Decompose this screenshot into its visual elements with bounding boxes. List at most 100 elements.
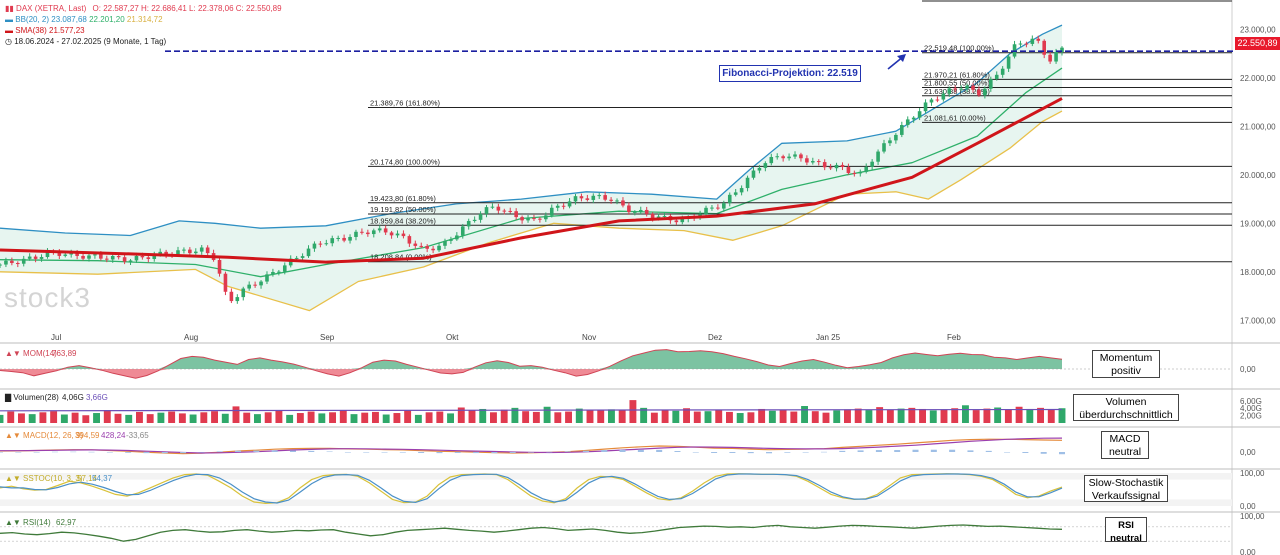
bb-upper-value: 23.087,68 [51, 15, 87, 24]
volume-bar [554, 412, 562, 423]
volume-bar [50, 411, 58, 423]
candle-body [526, 218, 530, 221]
candle-body [638, 209, 643, 212]
sma-label: SMA(38) [15, 26, 47, 35]
volume-bar [1015, 406, 1023, 423]
candle-body [496, 206, 501, 211]
y-tick-label: 19.000,00 [1240, 219, 1276, 228]
rsi-line [0, 524, 1063, 542]
candle-body [193, 251, 198, 254]
candle-body [965, 85, 969, 89]
candle-body [419, 245, 424, 247]
macd-histogram-bar [528, 452, 534, 453]
volume-bar [329, 412, 336, 423]
volume-bar [929, 410, 937, 423]
volume-bar [983, 408, 991, 423]
date-range: 18.06.2024 - 27.02.2025 (9 Monate, 1 Tag… [14, 37, 167, 46]
volume-bar [82, 415, 90, 423]
candle-body [366, 232, 370, 235]
macd-histogram-bar [161, 452, 168, 454]
candle-body [555, 205, 560, 208]
sma-value: 21.577,23 [49, 26, 85, 35]
x-tick-label: Okt [446, 333, 459, 342]
macd-histogram-bar [894, 450, 901, 452]
candle-body [389, 232, 394, 236]
candle-body [656, 216, 661, 219]
candle-body [502, 210, 507, 212]
stoch-overbought-zone [0, 473, 1232, 480]
volume-bar [854, 408, 862, 423]
volume-bar [683, 408, 690, 423]
bb-fill [0, 25, 1062, 311]
candle-body [360, 231, 364, 233]
macd-histogram-bar [656, 449, 663, 452]
legend-sma: ▬ SMA(38) 21.577,23 [5, 26, 85, 36]
candle-body [727, 194, 732, 204]
macd-histogram-bar [784, 452, 791, 453]
candle-body [1006, 56, 1011, 69]
volume-bar [876, 407, 884, 423]
candle-body [478, 213, 483, 220]
candle-body [395, 233, 400, 236]
macd-histogram-bar [33, 452, 40, 453]
candle-body [805, 158, 809, 163]
momentum-note: Momentum positiv [1092, 350, 1160, 378]
candle-body [905, 119, 910, 126]
candle-body [870, 161, 874, 167]
candle-body [704, 207, 708, 215]
candle-body [763, 163, 768, 168]
candle-body [45, 251, 50, 258]
volume-bar [254, 414, 261, 423]
volume-bar [736, 413, 744, 423]
macd-histogram-bar [747, 452, 754, 454]
volume-y-tick: 2,00G [1240, 412, 1262, 421]
macd-histogram-bar [289, 450, 296, 452]
stoch-signal-value: 54,37 [92, 474, 113, 483]
fib-level-label: 18.208,84 (0.00%) [370, 253, 432, 262]
volume-bar [425, 412, 433, 423]
volume-bar [747, 412, 755, 423]
candle-body [0, 264, 2, 266]
volume-title: ▇ Volumen(28) [4, 393, 59, 402]
volume-bar [790, 411, 798, 423]
macd-histogram-bar [271, 450, 278, 452]
rsi-title: ▲▼ RSI(14) [5, 518, 51, 527]
candle-body [597, 195, 602, 197]
candle-body [787, 156, 791, 159]
volume-bar [908, 407, 916, 423]
stoch-y-tick: 0,00 [1240, 502, 1256, 511]
candle-body [911, 117, 916, 120]
candle-body [413, 243, 418, 246]
candle-body [1018, 43, 1023, 45]
volume-bar [28, 414, 36, 423]
volume-bar [468, 410, 476, 423]
candle-body [330, 238, 335, 244]
candle-body [947, 88, 952, 94]
momentum-area-positive [0, 349, 1062, 369]
candle-body [615, 200, 619, 202]
macd-histogram-bar [473, 452, 480, 454]
volume-bar [114, 413, 122, 423]
macd-histogram-bar [839, 450, 846, 452]
volume-y-tick: 6,00G [1240, 397, 1262, 406]
candle-body [894, 134, 898, 141]
y-tick-label: 17.000,00 [1240, 316, 1276, 325]
candle-body [4, 260, 8, 265]
candle-body [680, 218, 685, 223]
macd-histogram-bar [857, 450, 864, 452]
volume-bar [318, 413, 326, 423]
candle-body [591, 195, 596, 200]
macd-histogram-bar [106, 452, 113, 453]
candle-body [1000, 68, 1005, 75]
volume-bar [522, 411, 530, 423]
candle-body [27, 256, 32, 259]
fib-level-label: 20.174,80 (100.00%) [370, 157, 441, 166]
volume-bar [243, 412, 251, 423]
volume-bar [511, 407, 519, 423]
candle-body [223, 273, 228, 292]
candle-body [217, 260, 222, 274]
candle-body [579, 196, 584, 199]
candle-body [259, 281, 263, 286]
